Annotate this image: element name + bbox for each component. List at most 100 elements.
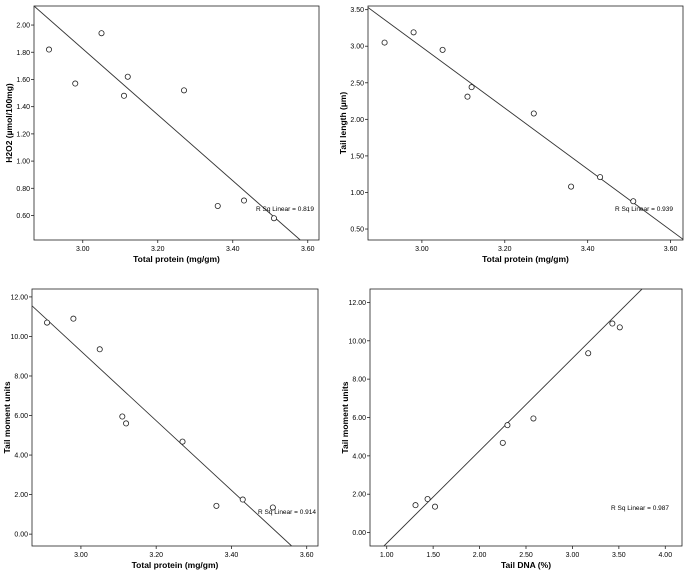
data-point (464, 93, 471, 100)
y-tick-label: 8.00 (14, 373, 28, 380)
data-point (179, 438, 186, 445)
data-point (121, 92, 128, 99)
data-point (269, 504, 276, 511)
r-squared-label: R Sq Linear = 0.914 (258, 509, 316, 516)
y-tick-label: 10.00 (10, 334, 28, 341)
data-point (240, 197, 247, 204)
y-tick-label: 6.00 (352, 415, 366, 422)
x-tick-label: 3.00 (74, 552, 88, 559)
fit-line (34, 6, 301, 240)
data-point (119, 413, 126, 420)
x-tick-label: 3.20 (498, 246, 512, 253)
x-axis-label: Total protein (mg/gm) (482, 254, 569, 264)
x-tick-label: 3.00 (76, 246, 90, 253)
x-tick-label: 3.40 (226, 246, 240, 253)
y-tick-label: 2.00 (350, 117, 364, 124)
data-point (431, 503, 438, 510)
data-point (410, 29, 417, 36)
x-tick-label: 3.20 (151, 246, 165, 253)
x-tick-label: 3.00 (566, 552, 580, 559)
y-axis-label: Tail moment units (340, 381, 350, 453)
r-squared-label: R Sq Linear = 0.819 (256, 206, 314, 213)
y-tick-label: 12.00 (10, 294, 28, 301)
x-axis-label: Total protein (mg/gm) (132, 560, 219, 570)
y-tick-label: 2.00 (352, 492, 366, 499)
data-point (630, 198, 637, 205)
chart-panel-4: 1.00 1.50 2.00 2.50 3.00 3.50 4.00 0.00 2.00 4.00… (340, 288, 683, 570)
data-point (616, 324, 623, 331)
y-tick-label: 0.00 (14, 532, 28, 539)
y-tick-label: 1.00 (16, 159, 30, 166)
y-tick-label: 2.00 (16, 23, 30, 30)
data-point (123, 420, 130, 427)
data-point (609, 320, 616, 327)
plot-frame (31, 288, 319, 547)
y-tick-label: 3.00 (350, 44, 364, 51)
data-point (381, 39, 388, 46)
y-tick-label: 4.00 (352, 453, 366, 460)
y-tick-label: 1.00 (350, 190, 364, 197)
y-axis-label: Tail length (µm) (338, 92, 348, 155)
data-point (72, 80, 79, 87)
data-point (530, 415, 537, 422)
data-point (585, 350, 592, 357)
plot-frame (369, 288, 683, 547)
x-tick-label: 3.50 (612, 552, 626, 559)
y-tick-label: 4.00 (14, 453, 28, 460)
x-tick-label: 1.00 (380, 552, 394, 559)
data-point (124, 73, 131, 80)
chart-panel-2: 3.00 3.20 3.40 3.60 0.50 1.00 1.50 2.00 2.50 3.00… (338, 5, 684, 264)
r-squared-label: R Sq Linear = 0.939 (615, 206, 673, 213)
x-tick-label: 3.60 (300, 552, 314, 559)
data-point (424, 496, 431, 503)
y-axis-label: Tail moment units (2, 381, 12, 453)
chart-panel-3: 3.00 3.20 3.40 3.60 0.00 2.00 4.00 6.00 8.00 10.0… (2, 288, 319, 570)
data-point (504, 422, 511, 429)
data-point (597, 174, 604, 181)
y-tick-label: 0.60 (16, 213, 30, 220)
y-tick-label: 10.00 (348, 338, 366, 345)
x-axis-label: Tail DNA (%) (501, 560, 551, 570)
plot-frame (33, 5, 320, 241)
y-tick-label: 1.60 (16, 77, 30, 84)
fit-line (32, 305, 292, 546)
y-tick-label: 1.80 (16, 50, 30, 57)
data-point (214, 202, 221, 209)
x-tick-label: 3.40 (581, 246, 595, 253)
x-tick-label: 1.50 (426, 552, 440, 559)
y-tick-label: 0.50 (350, 227, 364, 234)
y-tick-label: 0.00 (352, 530, 366, 537)
data-point (270, 215, 277, 222)
y-tick-label: 2.50 (350, 80, 364, 87)
data-point (439, 46, 446, 53)
y-tick-label: 12.00 (348, 300, 366, 307)
data-point (239, 496, 246, 503)
data-point (70, 315, 77, 322)
y-tick-label: 3.50 (350, 7, 364, 14)
x-axis-label: Total protein (mg/gm) (133, 254, 220, 264)
data-point (180, 87, 187, 94)
x-tick-label: 3.40 (225, 552, 239, 559)
r-squared-label: R Sq Linear = 0.987 (611, 505, 669, 512)
data-point (96, 346, 103, 353)
data-point (213, 502, 220, 509)
fit-line (383, 289, 643, 546)
x-tick-label: 2.50 (519, 552, 533, 559)
y-tick-label: 1.20 (16, 131, 30, 138)
y-tick-label: 1.40 (16, 104, 30, 111)
x-tick-label: 3.60 (301, 246, 315, 253)
x-tick-label: 4.00 (658, 552, 672, 559)
chart-panel-1: 3.00 3.20 3.40 3.60 0.60 0.80 1.00 1.20 1.40 1.60… (4, 5, 320, 264)
y-tick-label: 1.50 (350, 153, 364, 160)
x-tick-label: 3.00 (415, 246, 429, 253)
y-tick-label: 6.00 (14, 413, 28, 420)
data-point (499, 439, 506, 446)
y-tick-label: 2.00 (14, 492, 28, 499)
x-tick-label: 3.20 (149, 552, 163, 559)
data-point (44, 319, 51, 326)
data-point (568, 183, 575, 190)
y-tick-label: 8.00 (352, 377, 366, 384)
x-tick-label: 3.60 (664, 246, 678, 253)
data-point (98, 30, 105, 37)
